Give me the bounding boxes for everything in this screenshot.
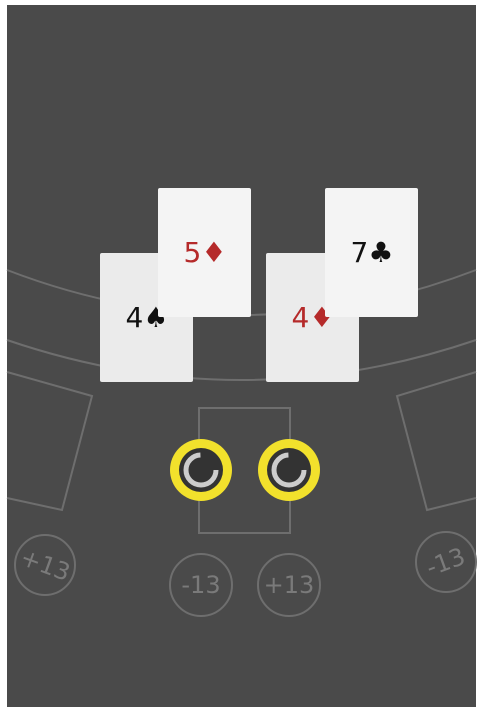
bet-label: +13 bbox=[264, 571, 315, 599]
bet-label: -13 bbox=[181, 571, 220, 599]
chip[interactable] bbox=[258, 439, 320, 501]
game-table: 4♠5♦4♦7♣ +13 -13 +13 -13 bbox=[0, 0, 482, 707]
table-felt bbox=[7, 5, 476, 707]
chip[interactable] bbox=[170, 439, 232, 501]
card-label: 7♣ bbox=[351, 236, 394, 269]
card-label: 5♦ bbox=[184, 236, 227, 269]
page: {"cards": [ {"label": "4♠", "color": "#1… bbox=[0, 0, 482, 707]
